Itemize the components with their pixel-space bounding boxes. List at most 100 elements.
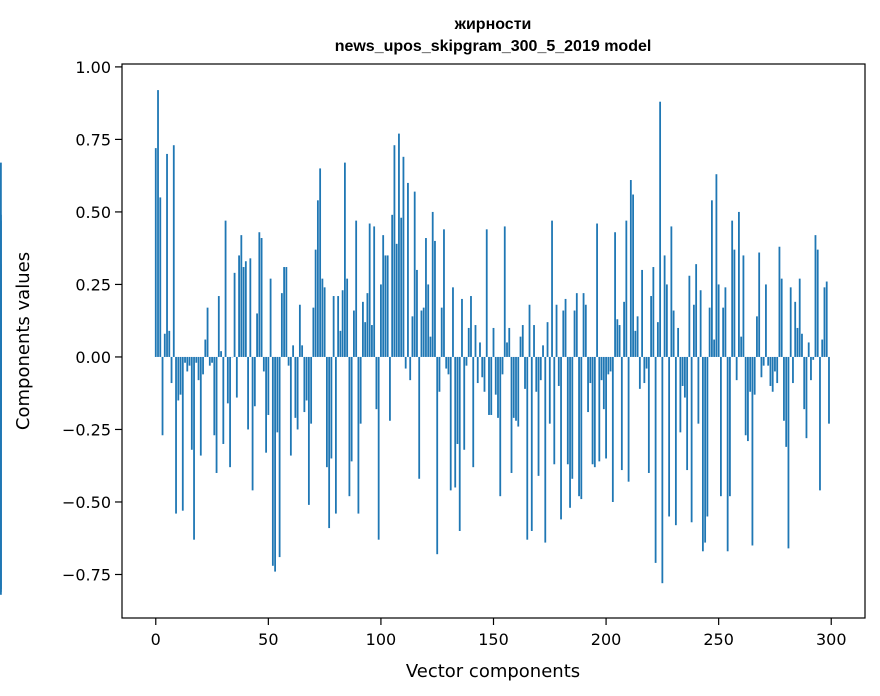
bar-197 — [598, 356, 601, 462]
bar-228 — [668, 356, 671, 517]
bar-65 — [301, 345, 304, 357]
bar-16 — [190, 356, 193, 450]
bar-132 — [452, 287, 454, 357]
bar-48 — [262, 356, 265, 372]
chart-subtitle: news_upos_skipgram_300_5_2019 model — [335, 38, 652, 55]
bar-251 — [720, 356, 722, 497]
bar-176 — [551, 220, 553, 357]
bar-227 — [665, 284, 668, 357]
bar-54 — [276, 356, 279, 433]
x-axis-ticks: 0 50 100 150 200 250 300 — [151, 618, 847, 649]
bar-143 — [476, 356, 479, 384]
bar-264 — [749, 356, 752, 392]
bar-26 — [213, 356, 216, 436]
bar-140 — [470, 296, 472, 357]
bar-55 — [278, 356, 281, 558]
bar-97 — [373, 226, 376, 357]
bar-145 — [481, 356, 484, 378]
bar-167 — [530, 356, 533, 531]
bar-220 — [650, 296, 653, 357]
bar-192 — [587, 356, 589, 413]
bar-230 — [672, 310, 675, 357]
bar-20 — [199, 356, 202, 456]
bar-12 — [181, 356, 184, 511]
bar-66 — [303, 356, 306, 413]
bar-203 — [611, 356, 614, 502]
bar-11 — [179, 356, 182, 395]
bar-282 — [789, 287, 792, 357]
bar-82 — [339, 330, 342, 357]
bar-173 — [544, 356, 547, 543]
bar-51 — [269, 278, 272, 357]
bar-243 — [701, 356, 704, 552]
bar-204 — [614, 232, 616, 357]
bar-134 — [456, 356, 459, 444]
chart-title: жирности — [454, 16, 532, 33]
bar-237 — [688, 275, 691, 357]
bar-296 — [821, 339, 824, 357]
y-tick-label: 1.00 — [75, 58, 111, 77]
bar-153 — [499, 356, 502, 497]
bar-73 — [319, 168, 322, 357]
bar-231 — [674, 356, 677, 526]
bar-67 — [305, 356, 308, 401]
bar-195 — [593, 356, 596, 468]
bar-62 — [294, 356, 297, 418]
bar-93 — [364, 322, 367, 357]
bar-79 — [332, 296, 335, 357]
bar-265 — [751, 356, 754, 546]
x-tick-label: 300 — [816, 630, 847, 649]
bar-83 — [341, 290, 344, 357]
bar-247 — [711, 200, 713, 357]
bar-171 — [539, 356, 542, 381]
bar-109 — [400, 217, 403, 357]
bar-266 — [753, 356, 756, 395]
bar-240 — [695, 264, 698, 357]
bar-136 — [461, 298, 463, 357]
bar-57 — [283, 267, 286, 357]
bar-131 — [449, 356, 452, 491]
bars-group — [0, 90, 830, 595]
bar-211 — [629, 180, 632, 357]
bar-61 — [292, 345, 295, 357]
bar-74 — [321, 278, 324, 357]
bar-258 — [735, 356, 738, 381]
bar-272 — [767, 356, 770, 366]
bar-200 — [605, 356, 607, 459]
bar-294 — [816, 249, 819, 357]
bar-70 — [312, 307, 315, 357]
bar-106 — [393, 145, 396, 357]
y-tick-label: 0.00 — [75, 348, 111, 367]
bar-223 — [656, 322, 659, 357]
bar-222 — [654, 356, 657, 563]
bar-3 — [161, 356, 164, 436]
bar-25 — [211, 356, 213, 363]
bar-126 — [438, 356, 441, 392]
bar-273 — [769, 356, 772, 386]
bar-262 — [744, 356, 747, 436]
bar-44 — [253, 356, 256, 407]
bar-7 — [170, 356, 173, 384]
x-tick-label: 0 — [151, 630, 161, 649]
bar-56 — [280, 293, 283, 357]
bar-71 — [314, 249, 317, 357]
bar-102 — [384, 255, 387, 357]
bar-210 — [627, 356, 630, 482]
bar-170 — [537, 356, 540, 476]
bar-148 — [488, 356, 490, 415]
bar-69 — [310, 356, 313, 424]
bar-290 — [807, 342, 810, 357]
bar-215 — [638, 356, 641, 389]
y-tick-label: −0.25 — [62, 420, 111, 439]
bar-232 — [677, 327, 680, 357]
bar-4 — [163, 333, 166, 357]
bar-8 — [172, 145, 175, 357]
bar-90 — [357, 356, 360, 514]
bar-96 — [371, 325, 373, 357]
bar-174 — [546, 322, 549, 357]
bar-293 — [814, 235, 817, 357]
bar-58 — [285, 267, 288, 357]
bar-151 — [494, 356, 497, 395]
bar-undefined — [0, 214, 2, 357]
y-tick-label: 0.50 — [75, 203, 111, 222]
